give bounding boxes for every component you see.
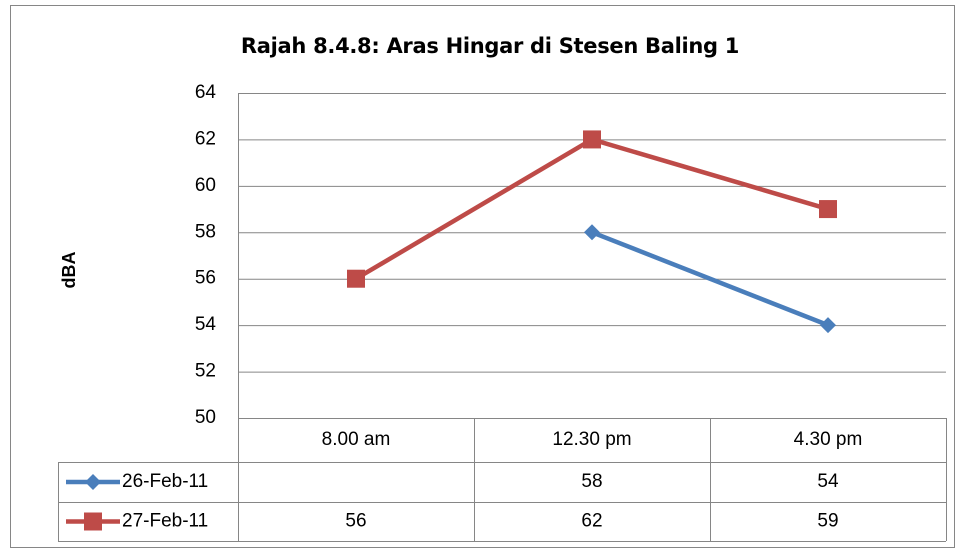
y-tick-label: 60 — [195, 175, 216, 196]
chart-title: Rajah 8.4.8: Aras Hingar di Stesen Balin… — [241, 34, 739, 58]
y-tick-label: 54 — [195, 314, 217, 335]
marker — [820, 317, 836, 334]
y-tick-label: 64 — [195, 82, 217, 103]
marker — [347, 269, 365, 288]
y-tick-label: 50 — [195, 407, 216, 428]
series-line — [591, 230, 829, 328]
table-value: 58 — [581, 471, 602, 492]
legend-label: 26-Feb-11 — [122, 471, 208, 492]
marker — [584, 224, 600, 241]
chart-border — [10, 5, 955, 548]
y-tick-label: 56 — [195, 268, 216, 289]
marker — [819, 200, 837, 219]
table-value: 59 — [817, 511, 838, 532]
legend-marker — [85, 474, 101, 490]
y-tick-label: 62 — [195, 128, 216, 149]
x-tick-label: 4.30 pm — [794, 429, 863, 450]
marker — [583, 130, 601, 149]
y-tick-label: 52 — [195, 361, 216, 382]
y-axis-label: dBA — [59, 252, 79, 289]
legend-marker — [84, 512, 102, 531]
table-value: 54 — [817, 471, 839, 492]
legend-label: 27-Feb-11 — [122, 511, 208, 532]
table-value: 62 — [581, 511, 602, 532]
table-value: 56 — [345, 511, 366, 532]
x-tick-label: 8.00 am — [322, 429, 391, 450]
y-tick-label: 58 — [195, 221, 216, 242]
x-tick-label: 12.30 pm — [552, 429, 631, 450]
